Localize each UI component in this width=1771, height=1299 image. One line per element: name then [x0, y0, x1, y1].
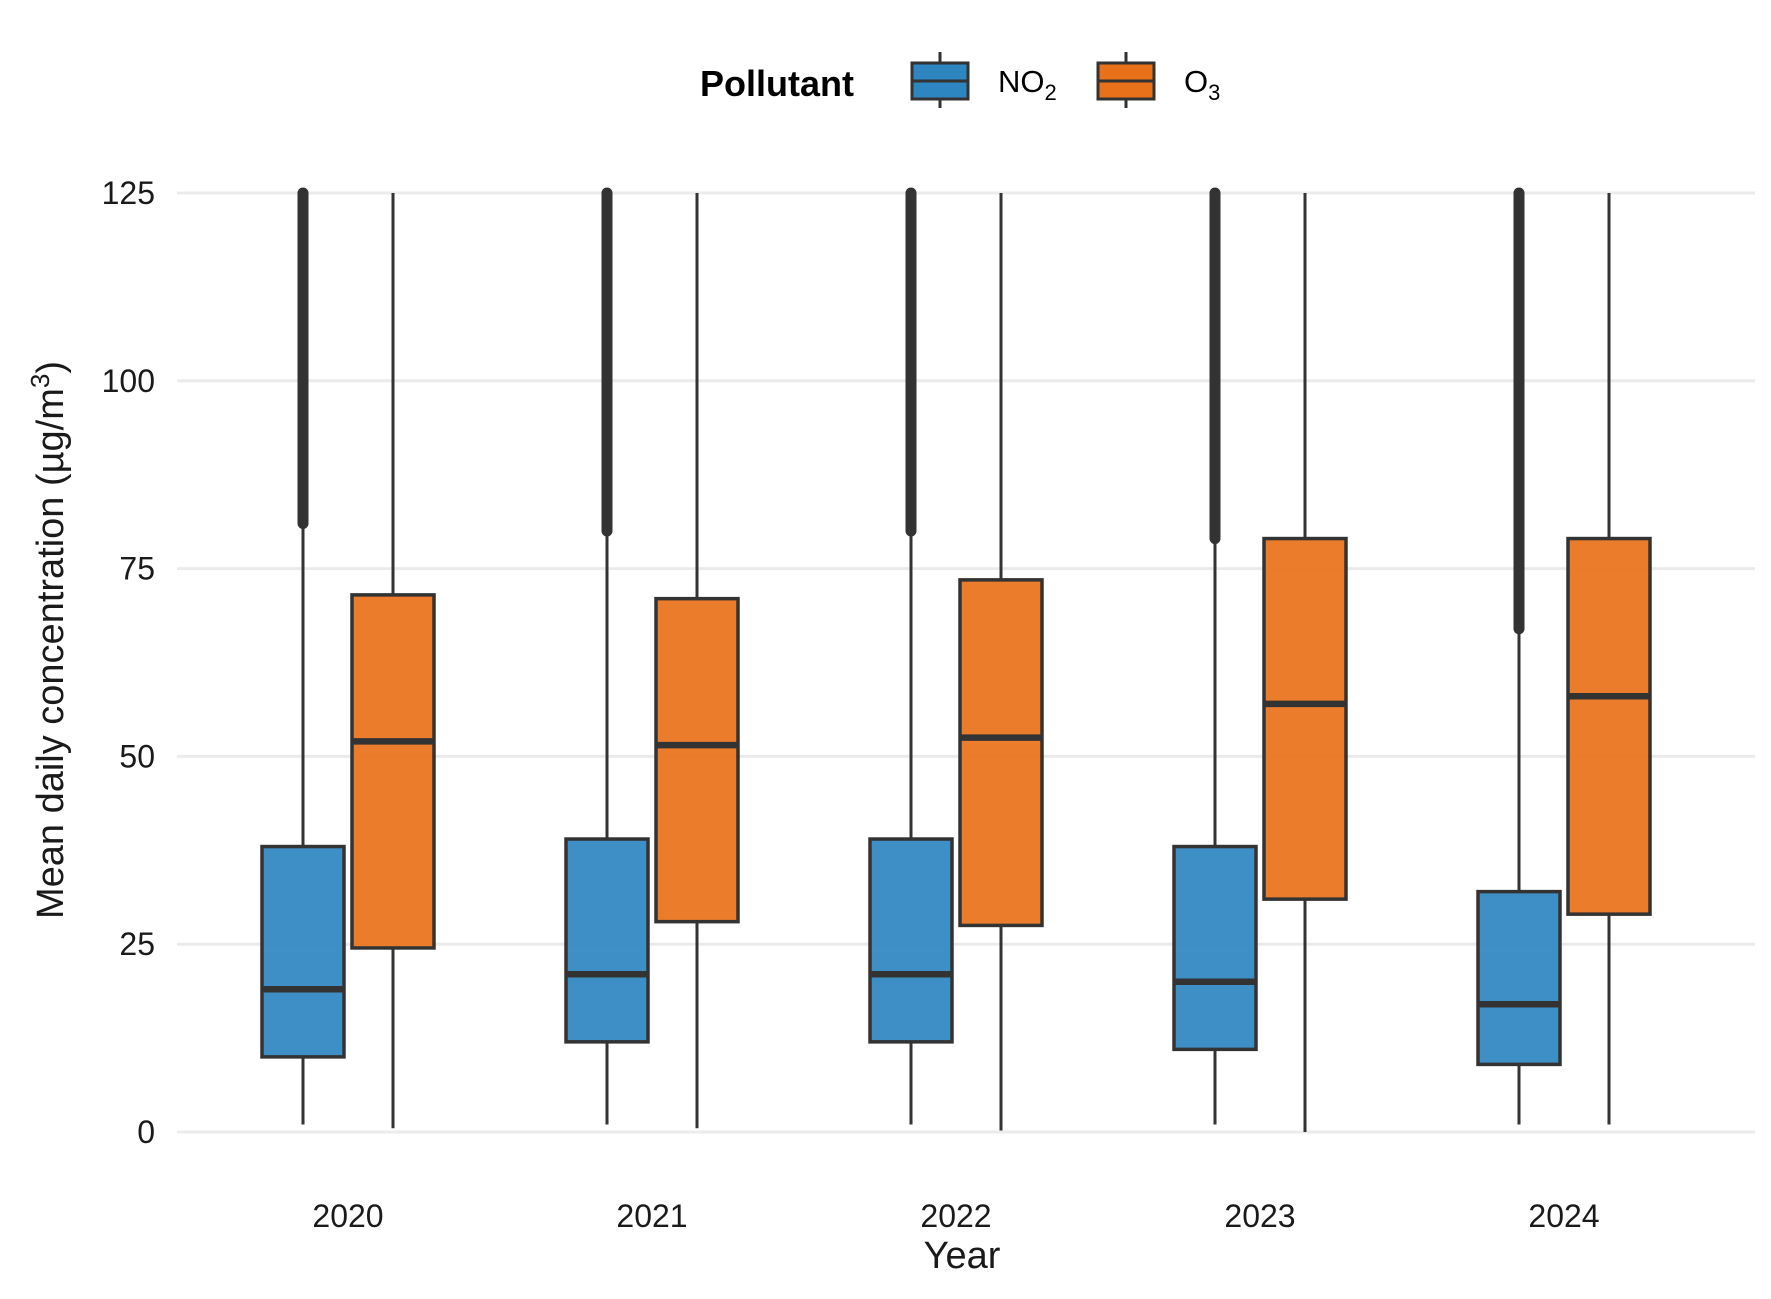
- y-tick-label: 50: [119, 738, 155, 774]
- box-o3-2020: [350, 193, 436, 1129]
- box-iqr: [654, 596, 740, 924]
- box-no2-2020: [260, 187, 346, 1125]
- box-iqr: [1172, 844, 1258, 1052]
- legend-title: Pollutant: [700, 63, 854, 104]
- box-iqr: [1566, 536, 1652, 916]
- legend-label-no2: NO2: [998, 64, 1057, 105]
- box-iqr: [260, 844, 346, 1059]
- legend: Pollutant NO2 O3: [700, 52, 1220, 108]
- x-axis-title: Year: [924, 1235, 1001, 1277]
- box-iqr: [564, 837, 650, 1044]
- box-o3-2024: [1566, 193, 1652, 1125]
- y-tick-label: 25: [119, 926, 155, 962]
- legend-key-o3: [1096, 52, 1156, 108]
- box-iqr: [868, 837, 954, 1044]
- box-no2-2021: [564, 187, 650, 1125]
- y-tick-label: 125: [102, 175, 155, 211]
- x-axis-ticks: 2020 2021 2022 2023 2024: [312, 1198, 1599, 1234]
- y-tick-label: 0: [137, 1114, 155, 1150]
- box-no2-2022: [868, 187, 954, 1125]
- legend-key-no2: [910, 52, 970, 108]
- x-tick-label: 2022: [920, 1198, 991, 1234]
- y-axis-title: Mean daily concentration (µg/m3): [25, 361, 72, 919]
- x-tick-label: 2020: [312, 1198, 383, 1234]
- box-iqr: [1476, 889, 1562, 1067]
- box-no2-2023: [1172, 187, 1258, 1125]
- box-no2-2024: [1476, 187, 1562, 1125]
- box-o3-2022: [958, 193, 1044, 1131]
- x-tick-label: 2023: [1224, 1198, 1295, 1234]
- y-tick-label: 100: [102, 363, 155, 399]
- box-iqr: [1262, 536, 1348, 901]
- plot-area: [260, 187, 1652, 1132]
- y-tick-label: 75: [119, 551, 155, 587]
- legend-label-o3: O3: [1184, 64, 1220, 105]
- x-tick-label: 2021: [616, 1198, 687, 1234]
- box-iqr: [958, 578, 1044, 928]
- y-axis-ticks: 0 25 50 75 100 125: [102, 175, 155, 1150]
- box-iqr: [350, 593, 436, 950]
- box-o3-2021: [654, 193, 740, 1129]
- gridlines: [177, 191, 1755, 1134]
- x-tick-label: 2024: [1528, 1198, 1599, 1234]
- box-o3-2023: [1262, 193, 1348, 1132]
